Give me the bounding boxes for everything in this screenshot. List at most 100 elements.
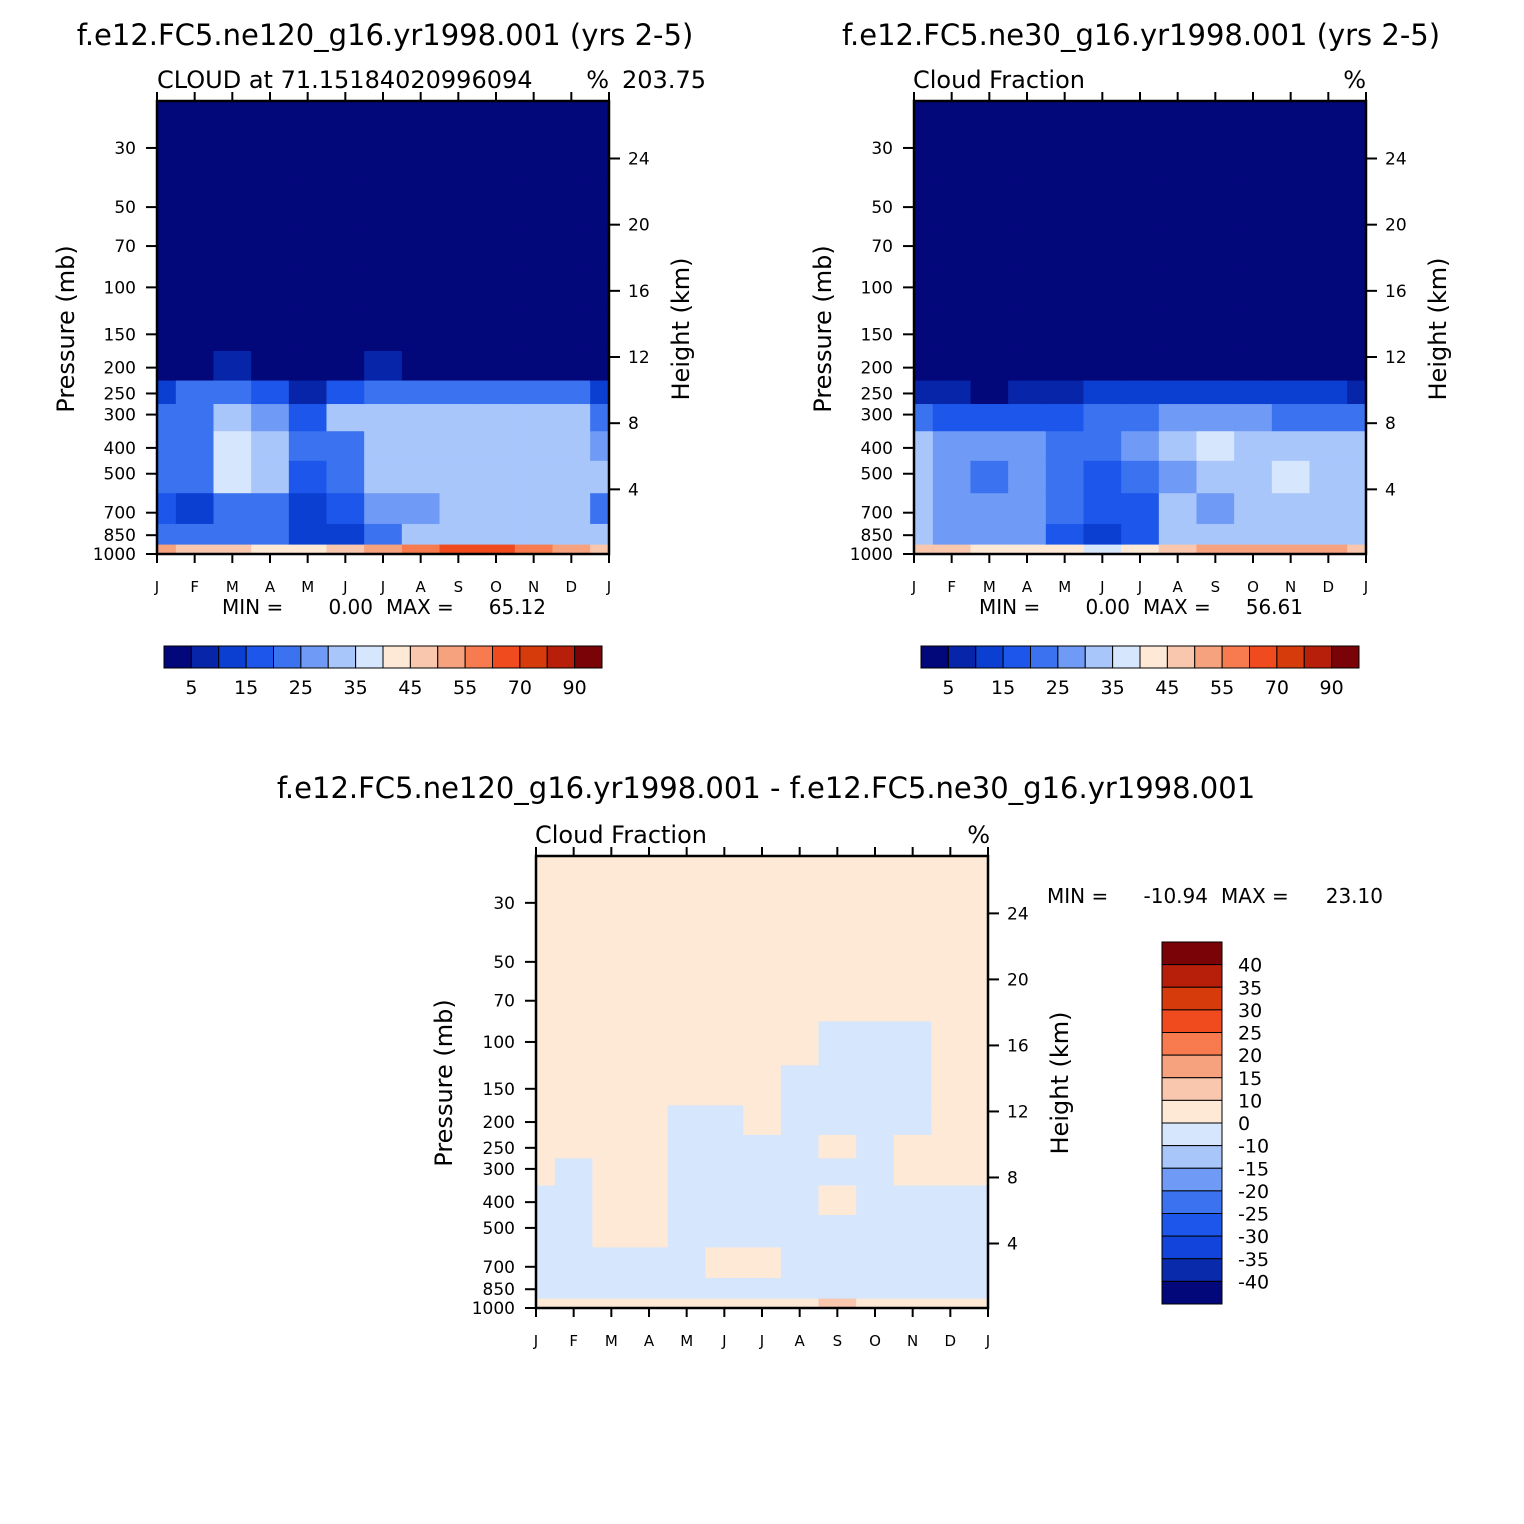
colorbar-label: 25 [289, 677, 313, 699]
heatmap-cell [743, 1065, 782, 1107]
heatmap-cell [514, 266, 554, 312]
colorbar-swatch [1161, 1032, 1223, 1056]
heatmap-cell [818, 981, 857, 1022]
heatmap-cell [1045, 266, 1085, 312]
heatmap-cell [1008, 404, 1047, 432]
heatmap-cell [552, 266, 591, 312]
y-right-tick-label: 4 [628, 480, 639, 500]
x-tick-label: J [154, 578, 159, 596]
y-tick-label: 150 [861, 325, 893, 345]
heatmap-cell [477, 226, 516, 268]
colorbar-swatch [1161, 1280, 1223, 1305]
heatmap-cell [667, 1278, 707, 1300]
heatmap-cell [592, 856, 631, 933]
heatmap-cell [536, 1185, 556, 1216]
heatmap-cell [856, 1158, 895, 1187]
heatmap-cell [439, 310, 478, 352]
heatmap-cell [856, 856, 895, 933]
heatmap-cell [969, 932, 988, 982]
heatmap-cell [969, 1185, 988, 1216]
heatmap-cell [893, 981, 933, 1022]
heatmap-cell [630, 1105, 669, 1136]
heatmap-cell [1271, 380, 1311, 405]
stat-max-label: MAX = [386, 595, 454, 619]
heatmap-cell [536, 932, 556, 982]
heatmap-cell [1158, 350, 1198, 382]
heatmap-cell [326, 266, 365, 312]
colorbar-swatch [1112, 645, 1141, 669]
stat-min-value: -10.94 [1144, 884, 1208, 908]
heatmap-cell [439, 101, 478, 179]
heatmap-cell [514, 544, 554, 554]
heatmap-cell [780, 932, 820, 982]
x-tick-label: A [265, 578, 276, 596]
heatmap-cell [932, 404, 972, 432]
heatmap-cell [856, 932, 895, 982]
y-axis-right-label: Height (km) [667, 258, 695, 401]
colorbar-label: 45 [398, 677, 422, 699]
heatmap-cell [705, 932, 744, 982]
heatmap-cell [439, 493, 478, 525]
heatmap-cell [326, 460, 365, 494]
heatmap-cell [1158, 460, 1198, 494]
y-tick-label: 30 [871, 139, 893, 159]
colorbar-swatch [1161, 1235, 1223, 1260]
heatmap-cell [288, 404, 328, 432]
colorbar-swatch [409, 645, 439, 669]
colorbar-swatch [1057, 645, 1086, 669]
heatmap-cell [514, 493, 554, 525]
y-right-tick-label: 20 [1007, 970, 1029, 990]
heatmap-cell [1045, 493, 1085, 525]
heatmap-cell [401, 460, 441, 494]
heatmap-cell [914, 404, 934, 432]
heatmap-cell [893, 1278, 933, 1300]
heatmap-cell [1158, 266, 1198, 312]
heatmap-cell [1121, 431, 1160, 462]
heatmap-cell [364, 101, 403, 179]
heatmap-cell [1347, 544, 1366, 554]
heatmap-cell [667, 1158, 707, 1187]
heatmap-cell [1121, 544, 1160, 554]
colorbar-swatch [1161, 1145, 1223, 1169]
y-axis-label: Pressure (mb) [809, 245, 837, 412]
heatmap-cell [251, 310, 290, 352]
y-right-tick-label: 16 [1007, 1036, 1029, 1056]
colorbar-swatch [245, 645, 274, 669]
heatmap-cell [477, 460, 516, 494]
heatmap-cell [1271, 544, 1311, 554]
heatmap-cell [1347, 523, 1366, 546]
heatmap-cell [157, 310, 177, 352]
heatmap-cell [743, 981, 782, 1022]
stats-line: MIN = 0.00 MAX = 56.61 [979, 595, 1303, 619]
heatmap-cell [1271, 226, 1311, 268]
stat-max-value: 56.61 [1246, 595, 1303, 619]
heatmap-cell [477, 177, 516, 228]
colorbar-label: -15 [1238, 1158, 1269, 1180]
heatmap-cell [1271, 460, 1311, 494]
colorbar-swatch [574, 645, 603, 669]
heatmap-cell [1196, 431, 1235, 462]
heatmap-cell [552, 460, 591, 494]
panel-title: f.e12.FC5.ne30_g16.yr1998.001 (yrs 2-5) [842, 18, 1440, 52]
heatmap-cell [401, 404, 441, 432]
y-tick-label: 100 [104, 278, 136, 298]
heatmap-cell [818, 1105, 857, 1136]
x-tick-label: A [1173, 578, 1184, 596]
panel-title: f.e12.FC5.ne120_g16.yr1998.001 - f.e12.F… [277, 771, 1255, 805]
heatmap-cell [439, 350, 478, 382]
heatmap-cell [914, 226, 934, 268]
y-tick-label: 150 [104, 325, 136, 345]
colorbar-swatch [1331, 645, 1360, 669]
heatmap-cell [667, 1247, 707, 1279]
heatmap-cell [326, 177, 365, 228]
heatmap-cell [914, 350, 934, 382]
heatmap-cell [893, 1247, 933, 1279]
heatmap-cell [1121, 226, 1160, 268]
x-tick-label: D [1323, 578, 1335, 596]
heatmap-cell [1309, 404, 1348, 432]
heatmap-cell [288, 544, 328, 554]
heatmap-cell [1234, 310, 1273, 352]
x-tick-label: D [945, 1332, 957, 1350]
heatmap-cell [213, 404, 252, 432]
heatmap-cell [914, 460, 934, 494]
